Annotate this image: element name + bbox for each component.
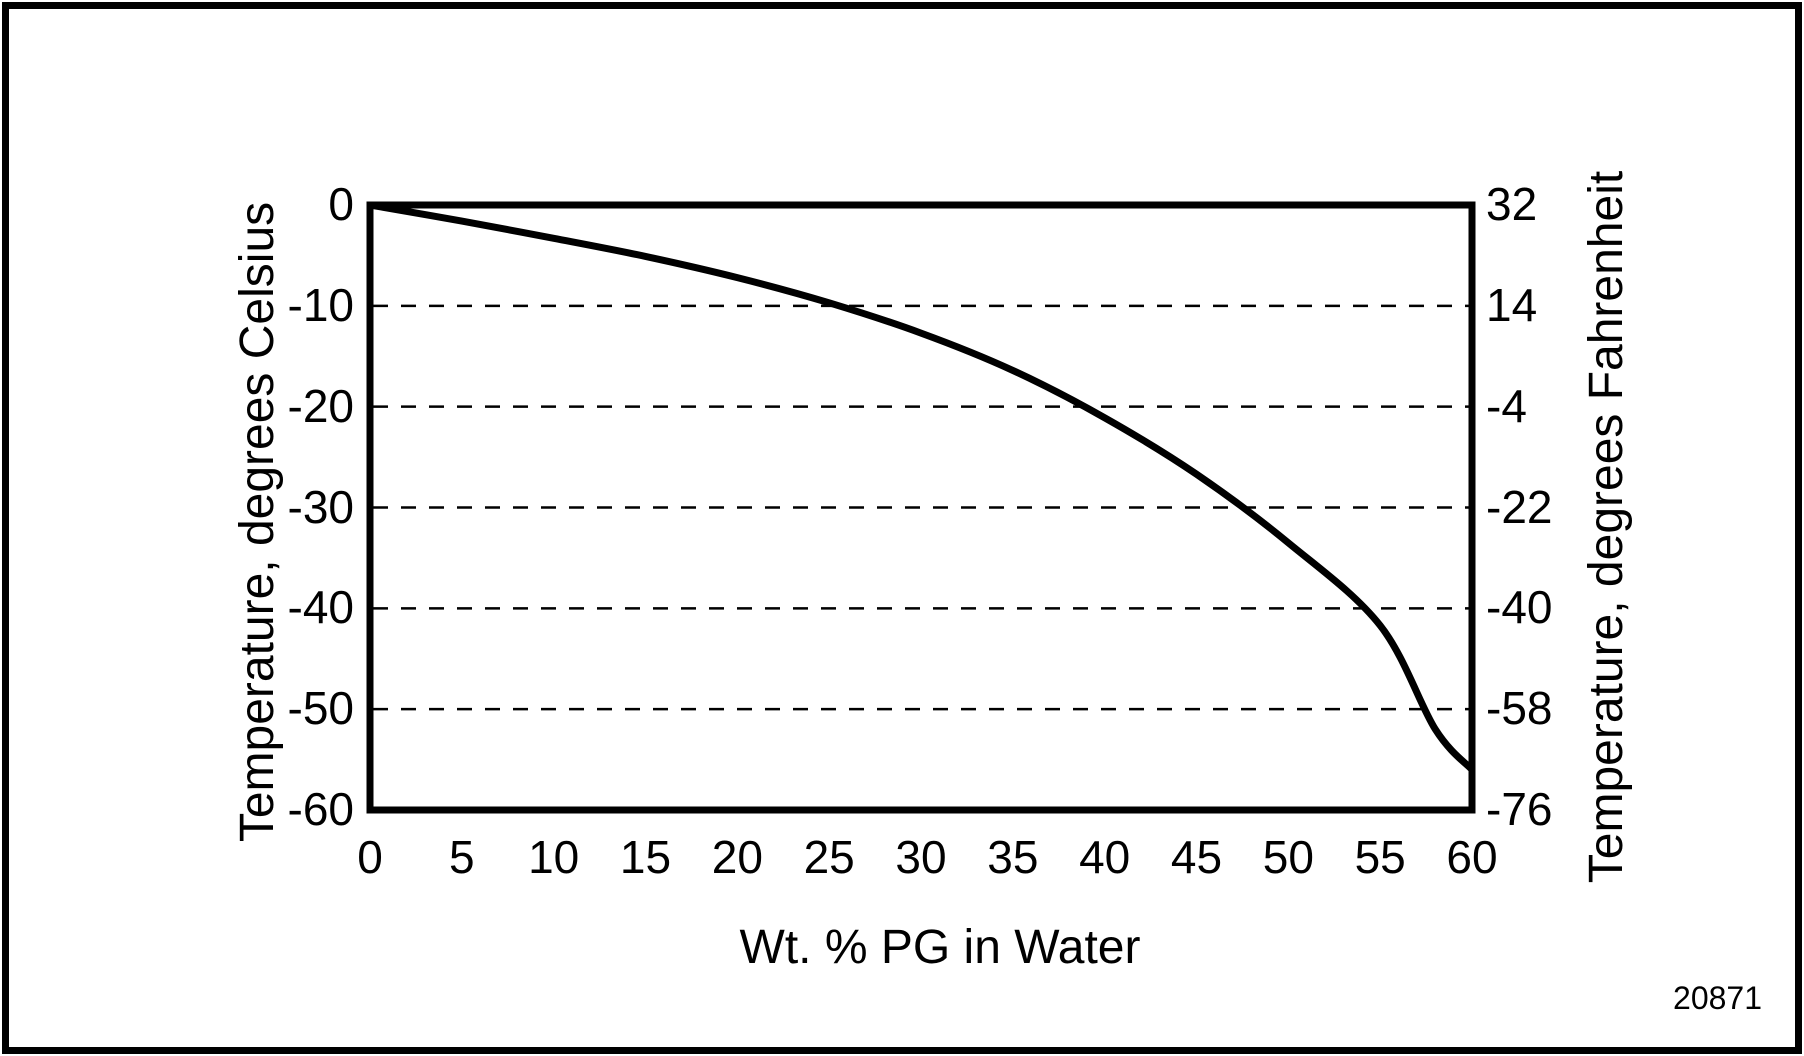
y-tick-label-celsius: -10 [287,278,354,331]
y-tick-label-fahrenheit: -4 [1486,379,1527,432]
x-tick-label: 45 [1170,831,1223,883]
y-tick-label-celsius: -30 [287,480,354,533]
y-tick-label-fahrenheit: 14 [1486,278,1538,331]
x-tick-label: 35 [987,831,1039,883]
figure-number: 20871 [1673,980,1762,1016]
x-tick-label: 0 [357,831,383,883]
x-tick-label: 25 [803,831,855,883]
y-tick-label-fahrenheit: -58 [1486,682,1553,735]
y-tick-label-fahrenheit: 32 [1486,178,1538,231]
x-tick-label: 5 [449,831,475,883]
x-tick-label: 55 [1354,831,1406,883]
x-tick-label: 50 [1262,831,1314,883]
x-tick-label: 40 [1079,831,1131,883]
y-tick-label-fahrenheit: -40 [1486,581,1553,634]
y-tick-label-celsius: -50 [287,682,354,735]
y-tick-label-celsius: -20 [287,379,354,432]
y-tick-label-celsius: 0 [328,178,354,231]
x-tick-label: 10 [528,831,580,883]
x-tick-label: 30 [895,831,947,883]
freezing-curve [366,201,1476,774]
x-tick-label: 60 [1446,831,1498,883]
y-axis-right-title: Temperature, degrees Fahrenheit [1580,170,1633,884]
x-tick-label: 15 [619,831,672,883]
y-tick-label-fahrenheit: -22 [1486,480,1553,533]
y-tick-label-fahrenheit: -76 [1486,783,1553,836]
y-tick-label-celsius: -60 [287,783,354,836]
plot-border [366,201,1476,814]
x-tick-label: 20 [711,831,763,883]
x-axis-title: Wt. % PG in Water [739,921,1141,974]
y-tick-label-celsius: -40 [287,581,354,634]
